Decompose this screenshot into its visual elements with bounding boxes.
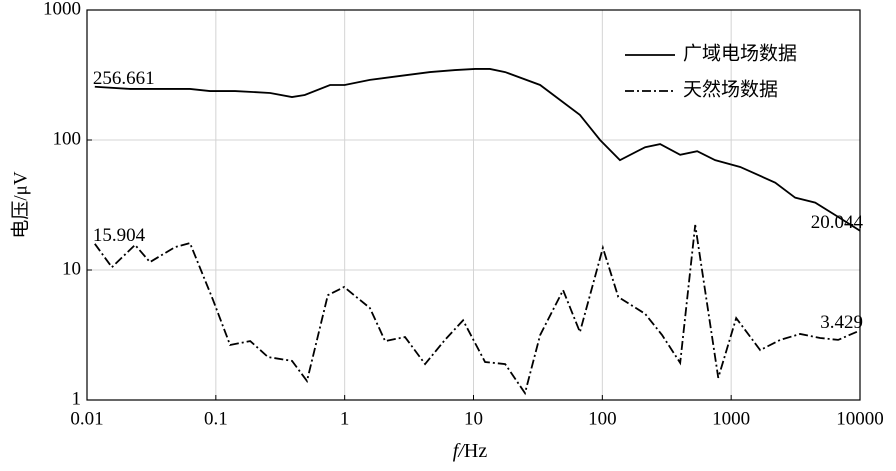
x-tick-label: 0.01 <box>70 408 103 429</box>
y-tick-label: 1 <box>72 388 82 409</box>
plot-frame <box>86 9 861 401</box>
y-axis-label: 电压/μV <box>9 171 31 238</box>
legend-label: 广域电场数据 <box>683 42 797 64</box>
value-label: 3.429 <box>820 312 863 333</box>
value-label: 256.661 <box>93 68 155 89</box>
data-line <box>94 68 861 232</box>
x-tick-label: 10000 <box>836 408 884 429</box>
value-label: 15.904 <box>93 225 146 246</box>
data-line <box>94 224 861 396</box>
x-tick-label: 10 <box>464 408 483 429</box>
y-tick-label: 100 <box>53 128 82 149</box>
x-axis-label: f/Hz <box>452 440 488 462</box>
legend-label: 天然场数据 <box>683 78 778 100</box>
x-tick-label: 100 <box>588 408 617 429</box>
value-label: 20.044 <box>811 212 864 233</box>
x-tick-label: 1000 <box>712 408 750 429</box>
y-tick-label: 10 <box>62 258 81 279</box>
x-tick-label: 0.1 <box>204 408 228 429</box>
y-tick-label: 1000 <box>43 0 81 19</box>
x-tick-label: 1 <box>340 408 350 429</box>
